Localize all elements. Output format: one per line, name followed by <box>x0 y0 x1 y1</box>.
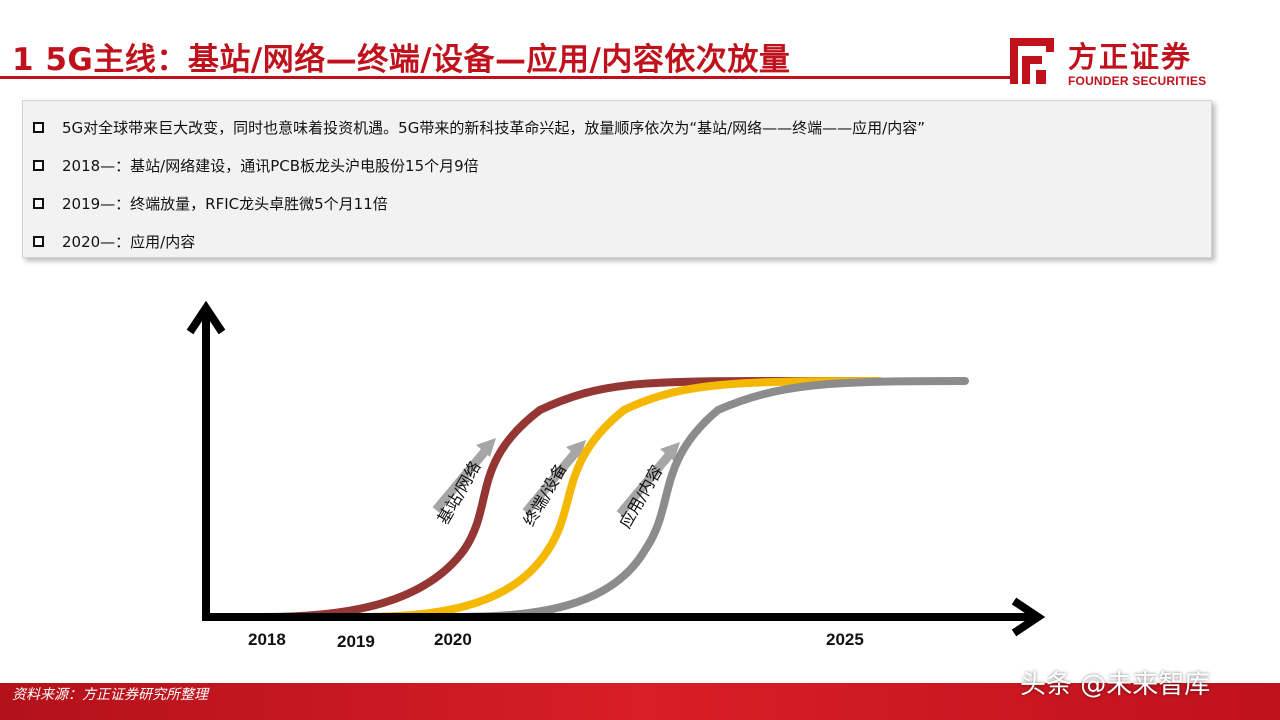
x-tick-label: 2020 <box>434 630 472 649</box>
bullet-item: 2018—：基站/网络建设，通讯PCB板龙头沪电股份15个月9倍 <box>33 153 479 177</box>
growth-arrow-3 <box>616 442 680 517</box>
watermark: 头条 @未来智库 <box>1020 670 1211 700</box>
y-axis <box>186 300 226 617</box>
bullet-item: 2019—：终端放量，RFIC龙头卓胜微5个月11倍 <box>33 191 388 215</box>
company-logo: 方正证券 FOUNDER SECURITIES <box>1006 34 1220 92</box>
bullet-text: 2019—：终端放量，RFIC龙头卓胜微5个月11倍 <box>62 194 388 213</box>
page-title: 1 5G主线：基站/网络—终端/设备—应用/内容依次放量 <box>12 42 791 78</box>
logo-name-cn: 方正证券 <box>1068 40 1193 74</box>
square-bullet-icon <box>33 159 44 171</box>
adoption-curve-diagram: 基站/网络 终端/设备 应用/内容 2018 2019 2020 2025 <box>0 280 1280 680</box>
square-bullet-icon <box>33 121 44 133</box>
bullet-text: 5G对全球带来巨大改变，同时也意味着投资机遇。5G带来的新科技革命兴起，放量顺序… <box>62 118 925 137</box>
square-bullet-icon <box>33 197 44 209</box>
stage-curve-2 <box>352 377 884 621</box>
bullet-text: 2018—：基站/网络建设，通讯PCB板龙头沪电股份15个月9倍 <box>62 156 479 175</box>
x-axis <box>202 597 1046 637</box>
logo-name-en: FOUNDER SECURITIES <box>1068 74 1207 88</box>
founder-logo-icon <box>1010 38 1054 84</box>
x-tick-label: 2018 <box>248 630 286 649</box>
stage-curve-1 <box>258 377 872 621</box>
title-rule <box>0 76 1010 79</box>
stage-curve-3 <box>448 377 969 621</box>
bullet-item: 2020—：应用/内容 <box>33 229 195 253</box>
bullet-text: 2020—：应用/内容 <box>62 232 196 251</box>
x-tick-label: 2025 <box>826 630 864 649</box>
summary-panel: 5G对全球带来巨大改变，同时也意味着投资机遇。5G带来的新科技革命兴起，放量顺序… <box>22 100 1212 258</box>
x-tick-label: 2019 <box>337 632 375 651</box>
footer-bar <box>0 683 1280 720</box>
bullet-item: 5G对全球带来巨大改变，同时也意味着投资机遇。5G带来的新科技革命兴起，放量顺序… <box>33 115 925 139</box>
source-note: 资料来源：方正证券研究所整理 <box>12 687 208 703</box>
diagram-canvas <box>186 300 1046 637</box>
growth-arrow-1 <box>432 438 496 513</box>
square-bullet-icon <box>33 235 44 247</box>
